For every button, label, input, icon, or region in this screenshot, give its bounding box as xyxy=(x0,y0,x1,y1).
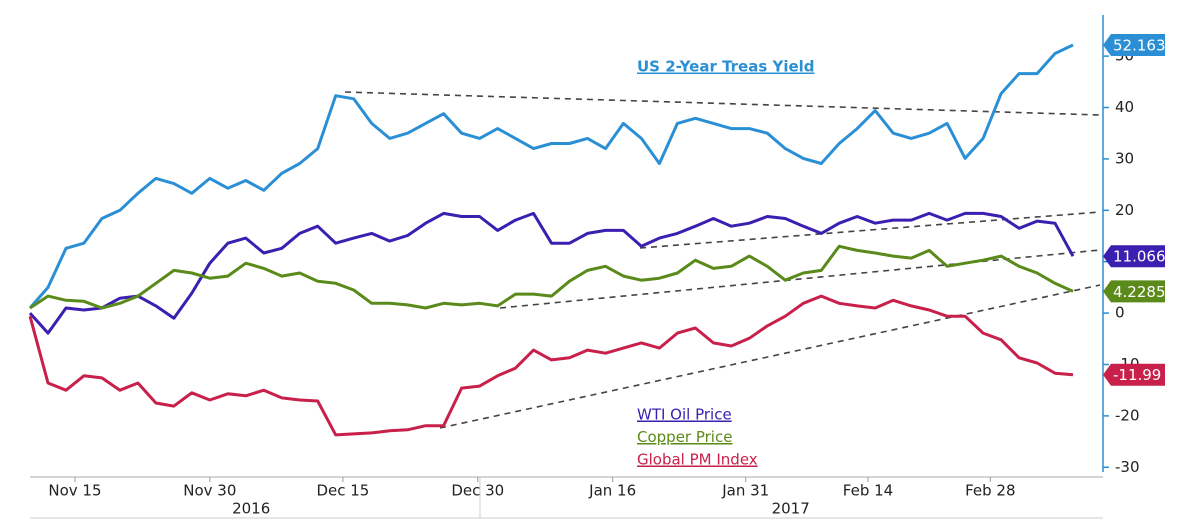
x-group-label: 2016 xyxy=(232,500,270,518)
legend-entry: Global PM Index xyxy=(637,451,758,469)
series-line xyxy=(29,244,1074,310)
x-tick-label: Jan 16 xyxy=(588,482,636,500)
trend-line xyxy=(639,211,1101,249)
x-tick-label: Feb 28 xyxy=(965,482,1015,500)
value-tag xyxy=(1103,245,1165,268)
x-tick-label: Dec 30 xyxy=(451,482,504,500)
trend-line xyxy=(499,249,1101,309)
x-tick-label: Nov 30 xyxy=(183,482,236,500)
trend-line xyxy=(439,284,1101,429)
trend-line xyxy=(344,91,1101,116)
y-tick-label: 30 xyxy=(1115,149,1134,167)
x-group-label: 2017 xyxy=(772,500,810,518)
series-line xyxy=(28,294,1074,437)
value-tag-label: 4.2285 xyxy=(1113,283,1166,301)
x-tick-label: Jan 31 xyxy=(721,482,769,500)
y-tick-label: 20 xyxy=(1115,201,1134,219)
series-line xyxy=(28,43,1074,309)
value-tag xyxy=(1103,363,1165,386)
legend-entry: WTI Oil Price xyxy=(637,406,732,424)
value-tag-label: -11.99 xyxy=(1113,366,1161,384)
y-tick-label: -30 xyxy=(1115,458,1140,476)
value-tag-label: 52.163 xyxy=(1113,37,1166,55)
y-tick-label: 0 xyxy=(1115,304,1125,322)
value-tag xyxy=(1103,280,1165,303)
x-tick-label: Dec 15 xyxy=(316,482,369,500)
value-tag-label: 11.066 xyxy=(1113,248,1166,266)
x-tick-label: Nov 15 xyxy=(48,482,101,500)
series-line xyxy=(28,211,1075,335)
trend-lines xyxy=(344,91,1101,429)
y-tick-label: -20 xyxy=(1115,406,1140,424)
value-tag xyxy=(1103,34,1165,57)
chart-title: US 2-Year Treas Yield xyxy=(637,58,815,76)
legend-entry: Copper Price xyxy=(637,428,732,446)
y-tick-label: 40 xyxy=(1115,98,1134,116)
x-tick-label: Feb 14 xyxy=(843,482,893,500)
